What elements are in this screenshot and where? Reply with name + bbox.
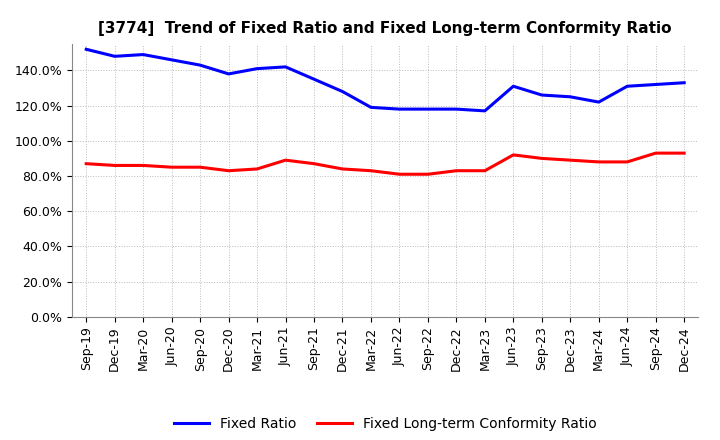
Fixed Ratio [139,52,148,57]
Fixed Ratio [196,62,204,68]
Title: [3774]  Trend of Fixed Ratio and Fixed Long-term Conformity Ratio: [3774] Trend of Fixed Ratio and Fixed Lo… [99,21,672,36]
Fixed Long-term Conformity Ratio [282,158,290,163]
Fixed Long-term Conformity Ratio [196,165,204,170]
Fixed Ratio [452,106,461,112]
Fixed Ratio [110,54,119,59]
Fixed Ratio [167,57,176,62]
Fixed Long-term Conformity Ratio [509,152,518,158]
Fixed Long-term Conformity Ratio [423,172,432,177]
Line: Fixed Long-term Conformity Ratio: Fixed Long-term Conformity Ratio [86,153,684,174]
Fixed Long-term Conformity Ratio [82,161,91,166]
Fixed Ratio [480,108,489,114]
Fixed Long-term Conformity Ratio [452,168,461,173]
Line: Fixed Ratio: Fixed Ratio [86,49,684,111]
Fixed Long-term Conformity Ratio [338,166,347,172]
Fixed Long-term Conformity Ratio [395,172,404,177]
Fixed Ratio [225,71,233,77]
Fixed Ratio [537,92,546,98]
Fixed Long-term Conformity Ratio [566,158,575,163]
Fixed Ratio [509,84,518,89]
Fixed Ratio [395,106,404,112]
Fixed Long-term Conformity Ratio [623,159,631,165]
Fixed Ratio [366,105,375,110]
Fixed Ratio [282,64,290,70]
Fixed Ratio [595,99,603,105]
Fixed Ratio [82,47,91,52]
Fixed Long-term Conformity Ratio [537,156,546,161]
Fixed Long-term Conformity Ratio [253,166,261,172]
Fixed Long-term Conformity Ratio [139,163,148,168]
Fixed Long-term Conformity Ratio [366,168,375,173]
Fixed Ratio [566,94,575,99]
Fixed Ratio [623,84,631,89]
Fixed Ratio [253,66,261,71]
Fixed Ratio [423,106,432,112]
Fixed Long-term Conformity Ratio [680,150,688,156]
Fixed Long-term Conformity Ratio [225,168,233,173]
Fixed Ratio [652,82,660,87]
Fixed Long-term Conformity Ratio [110,163,119,168]
Fixed Ratio [310,77,318,82]
Fixed Long-term Conformity Ratio [167,165,176,170]
Legend: Fixed Ratio, Fixed Long-term Conformity Ratio: Fixed Ratio, Fixed Long-term Conformity … [168,411,602,436]
Fixed Long-term Conformity Ratio [480,168,489,173]
Fixed Ratio [680,80,688,85]
Fixed Ratio [338,89,347,94]
Fixed Long-term Conformity Ratio [595,159,603,165]
Fixed Long-term Conformity Ratio [652,150,660,156]
Fixed Long-term Conformity Ratio [310,161,318,166]
